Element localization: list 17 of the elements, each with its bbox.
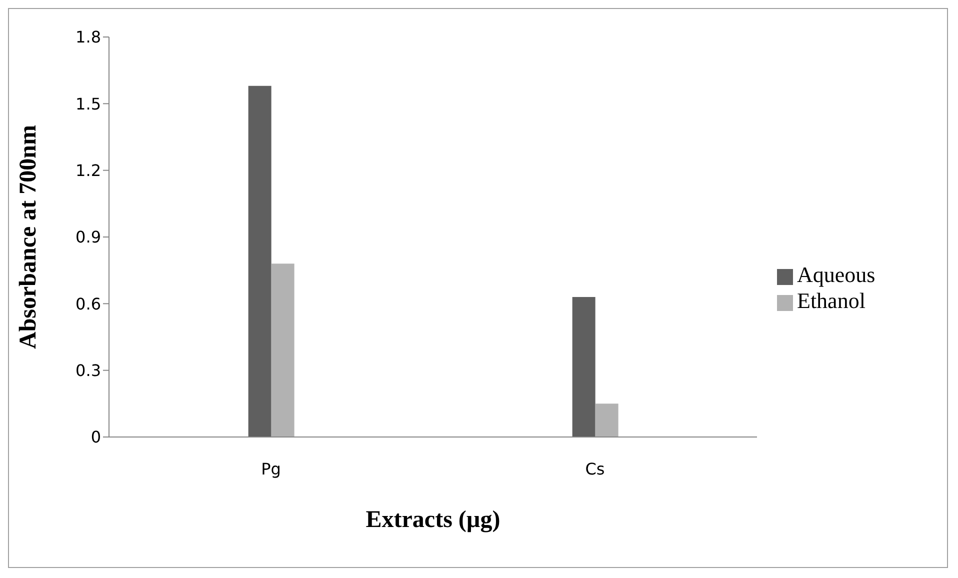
bar (271, 264, 294, 437)
y-tick-label: 1.8 (76, 28, 101, 47)
x-tick-label: Cs (585, 459, 605, 478)
legend-label: Ethanol (797, 288, 866, 313)
y-tick-label: 0.6 (76, 294, 101, 314)
bar (595, 404, 618, 437)
y-tick-label: 0 (90, 428, 101, 447)
y-axis-title: Absorbance at 700nm (16, 124, 42, 350)
y-tick-label: 1.2 (76, 161, 101, 180)
bar (572, 297, 596, 437)
x-axis-title: Extracts (µg) (366, 507, 500, 533)
bar (248, 86, 272, 437)
legend-label: Aqueous (797, 262, 876, 287)
y-tick-label: 0.9 (76, 228, 101, 247)
x-tick-label: Pg (261, 459, 281, 478)
y-tick-label: 1.5 (76, 94, 101, 114)
y-tick-label: 0.3 (76, 361, 101, 380)
